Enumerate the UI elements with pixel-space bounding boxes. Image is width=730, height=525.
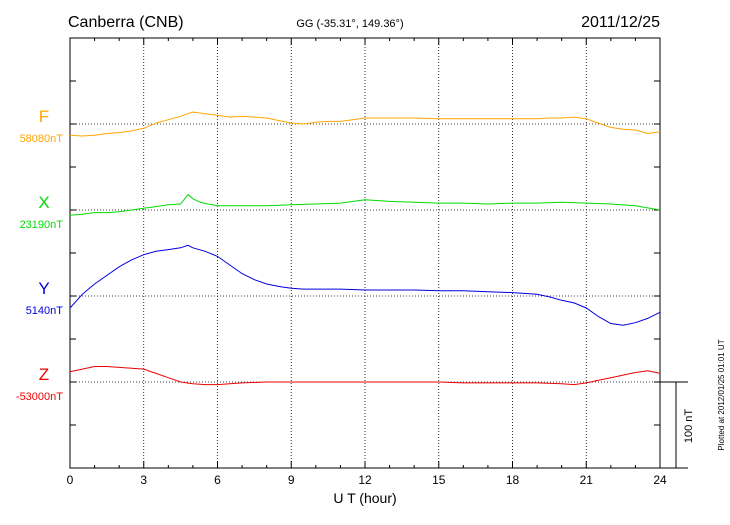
series-line-f xyxy=(69,111,661,137)
series-line-y xyxy=(69,244,661,326)
series-baseline-y: 5140nT xyxy=(26,305,64,317)
x-tick-label: 15 xyxy=(432,473,446,487)
series-baseline-z: -53000nT xyxy=(16,391,63,403)
series-name-f: F xyxy=(39,107,49,126)
x-tick-label: 6 xyxy=(214,473,221,487)
series-baseline-f: 58080nT xyxy=(20,133,64,145)
x-axis-label: U T (hour) xyxy=(333,490,396,506)
series-name-z: Z xyxy=(39,365,49,384)
series-name-y: Y xyxy=(38,279,49,298)
x-tick-label: 21 xyxy=(580,473,594,487)
series-line-z xyxy=(69,366,661,386)
x-tick-label: 0 xyxy=(67,473,74,487)
series-line-x xyxy=(69,193,661,216)
plotted-at-note: Plotted at 2012/01/25 01:01 UT xyxy=(717,339,726,450)
x-tick-label: 12 xyxy=(358,473,372,487)
x-tick-label: 3 xyxy=(140,473,147,487)
series-baseline-x: 23190nT xyxy=(20,219,64,231)
station-coords: GG (-35.31°, 149.36°) xyxy=(296,18,403,30)
x-tick-label: 24 xyxy=(653,473,667,487)
x-tick-label: 18 xyxy=(506,473,520,487)
chart-date: 2011/12/25 xyxy=(581,14,660,31)
scale-bar-label: 100 nT xyxy=(683,409,695,444)
series-name-x: X xyxy=(38,193,49,212)
x-tick-label: 9 xyxy=(288,473,295,487)
plot-frame xyxy=(69,37,661,469)
station-title: Canberra (CNB) xyxy=(68,14,184,31)
